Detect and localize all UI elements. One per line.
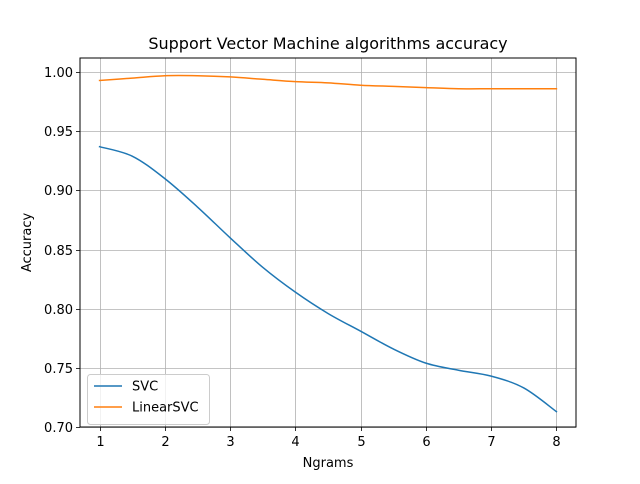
y-axis-label: Accuracy bbox=[20, 213, 35, 273]
y-tick-label: 0.95 bbox=[44, 125, 73, 140]
x-tick-label: 7 bbox=[487, 435, 495, 450]
y-tick-label: 0.75 bbox=[44, 362, 73, 377]
y-tick-label: 0.85 bbox=[44, 244, 73, 259]
series-lines bbox=[98, 74, 558, 413]
x-axis-ticks: 1 2 3 4 5 6 7 8 bbox=[96, 427, 561, 450]
series-line-linearsvc bbox=[98, 74, 558, 90]
y-tick-label: 0.80 bbox=[44, 303, 73, 318]
y-tick-label: 0.90 bbox=[44, 184, 73, 199]
x-tick-label: 5 bbox=[357, 435, 365, 450]
y-axis-ticks: 0.70 0.75 0.80 0.85 0.90 0.95 1.00 bbox=[44, 66, 80, 436]
legend-label-linearsvc: LinearSVC bbox=[132, 401, 199, 416]
legend: SVC LinearSVC bbox=[87, 374, 210, 425]
plot-frame bbox=[79, 57, 577, 428]
legend-label-svc: SVC bbox=[132, 380, 158, 395]
x-tick-label: 8 bbox=[552, 435, 560, 450]
y-tick-label: 0.70 bbox=[44, 421, 73, 436]
x-axis-label: Ngrams bbox=[303, 456, 354, 471]
x-tick-label: 1 bbox=[96, 435, 104, 450]
y-tick-label: 1.00 bbox=[44, 66, 73, 81]
x-tick-label: 3 bbox=[226, 435, 234, 450]
chart-title: Support Vector Machine algorithms accura… bbox=[148, 34, 507, 53]
x-tick-label: 2 bbox=[161, 435, 169, 450]
series-line-svc bbox=[98, 145, 558, 413]
legend-box bbox=[87, 374, 210, 425]
x-tick-label: 4 bbox=[291, 435, 299, 450]
x-tick-label: 6 bbox=[422, 435, 430, 450]
